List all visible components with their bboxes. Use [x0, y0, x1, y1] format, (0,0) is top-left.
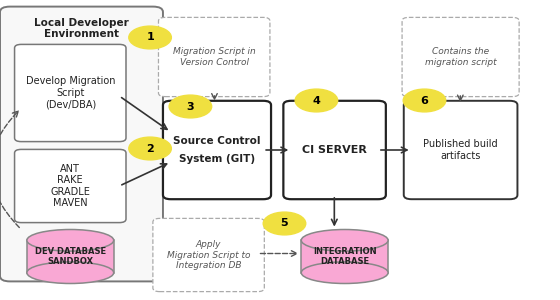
- Text: Apply
Migration Script to
Integration DB: Apply Migration Script to Integration DB: [167, 240, 250, 270]
- Ellipse shape: [27, 230, 114, 251]
- Text: 3: 3: [186, 101, 194, 112]
- Circle shape: [129, 137, 171, 160]
- Text: ANT
RAKE
GRADLE
MAVEN: ANT RAKE GRADLE MAVEN: [50, 164, 90, 208]
- Text: Develop Migration
Script
(Dev/DBA): Develop Migration Script (Dev/DBA): [26, 76, 115, 110]
- Text: Published build
artifacts: Published build artifacts: [423, 139, 498, 161]
- Text: Migration Script in
Version Control: Migration Script in Version Control: [173, 47, 255, 67]
- Text: INTEGRATION
DATABASE: INTEGRATION DATABASE: [313, 247, 376, 266]
- Text: 5: 5: [281, 218, 288, 229]
- FancyBboxPatch shape: [402, 17, 519, 97]
- Circle shape: [169, 95, 212, 118]
- FancyBboxPatch shape: [404, 101, 517, 199]
- Polygon shape: [301, 240, 388, 273]
- FancyBboxPatch shape: [153, 218, 264, 292]
- Text: 4: 4: [312, 95, 320, 106]
- Text: DEV DATABASE
SANDBOX: DEV DATABASE SANDBOX: [35, 247, 106, 266]
- FancyBboxPatch shape: [15, 44, 126, 142]
- Text: Contains the
migration script: Contains the migration script: [425, 47, 496, 67]
- Circle shape: [295, 89, 338, 112]
- Circle shape: [129, 26, 171, 49]
- Text: Source Control: Source Control: [173, 136, 261, 146]
- FancyBboxPatch shape: [283, 101, 386, 199]
- Ellipse shape: [301, 230, 388, 251]
- Text: System (GIT): System (GIT): [179, 154, 255, 164]
- Ellipse shape: [301, 262, 388, 283]
- Circle shape: [403, 89, 446, 112]
- Text: CI SERVER: CI SERVER: [302, 145, 367, 155]
- Text: Local Developer
Environment: Local Developer Environment: [34, 18, 129, 39]
- FancyBboxPatch shape: [158, 17, 270, 97]
- FancyBboxPatch shape: [0, 7, 163, 281]
- Ellipse shape: [27, 262, 114, 283]
- Polygon shape: [27, 240, 114, 273]
- FancyBboxPatch shape: [15, 149, 126, 223]
- Text: 6: 6: [421, 95, 428, 106]
- Text: 1: 1: [146, 32, 154, 43]
- Circle shape: [263, 212, 306, 235]
- Text: 2: 2: [146, 143, 154, 154]
- FancyBboxPatch shape: [163, 101, 271, 199]
